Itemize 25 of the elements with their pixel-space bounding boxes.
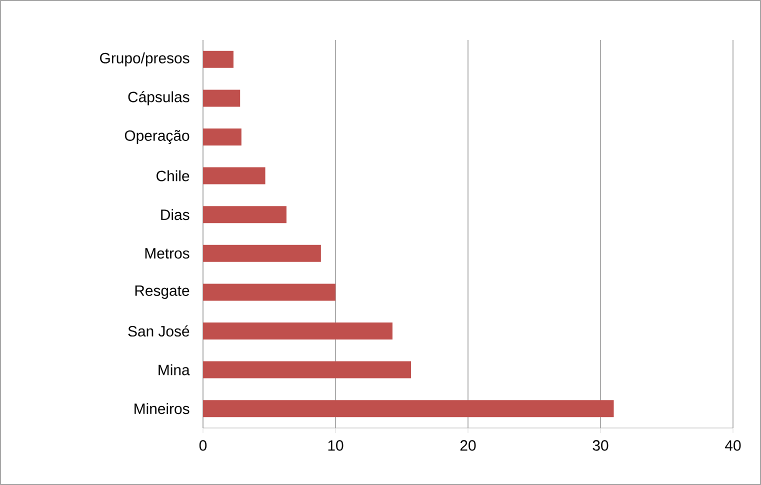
x-tick-label: 40 xyxy=(725,440,741,451)
bar xyxy=(203,50,234,68)
y-tick-label: Resgate xyxy=(135,286,190,299)
x-tick-label: 0 xyxy=(199,440,207,451)
x-tick-label: 30 xyxy=(592,440,608,451)
bar xyxy=(203,206,286,224)
bar xyxy=(203,284,336,301)
x-tick-label: 10 xyxy=(328,440,344,451)
bar xyxy=(203,244,321,262)
bar xyxy=(203,322,392,340)
y-tick-label: Dias xyxy=(161,209,190,220)
y-tick-label: Cápsulas xyxy=(128,91,190,106)
bar xyxy=(203,167,266,184)
y-tick-label: Chile xyxy=(156,170,190,182)
x-tick-label: 20 xyxy=(460,440,476,451)
bar xyxy=(203,90,240,107)
y-tick-label: San José xyxy=(128,325,190,337)
bar xyxy=(203,361,412,378)
y-tick-label: Mina xyxy=(158,364,190,376)
bar xyxy=(203,128,242,146)
bar xyxy=(203,400,614,418)
y-tick-label: Grupo/presos xyxy=(100,52,190,66)
y-tick-label: Operação xyxy=(124,130,190,144)
y-tick-label: Mineiros xyxy=(134,403,190,414)
y-tick-label: Metros xyxy=(145,248,190,259)
